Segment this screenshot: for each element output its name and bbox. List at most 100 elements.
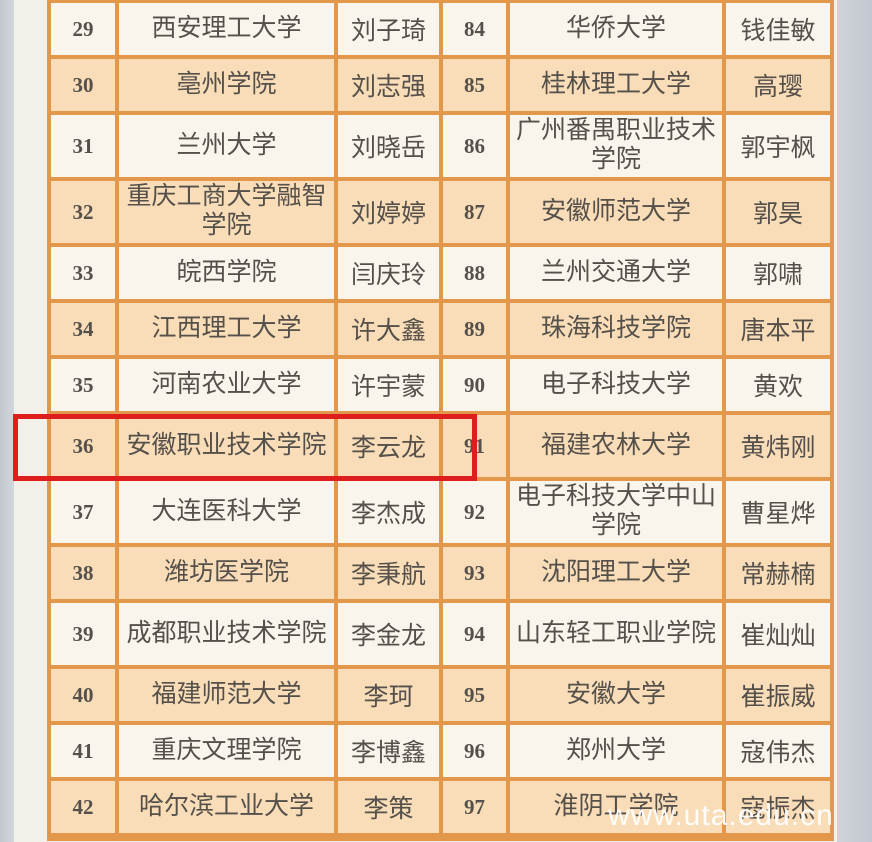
name-cell: 许宇蒙	[334, 355, 443, 415]
table-row: 29 西安理工大学 刘子琦 84 华侨大学 钱佳敏	[47, 0, 834, 59]
name-cell: 刘婷婷	[334, 177, 443, 247]
school-cell: 广州番禺职业技术学院	[506, 111, 726, 181]
row-number-cell: 90	[439, 355, 510, 415]
name-cell: 黄炜刚	[722, 411, 834, 481]
school-cell: 兰州交通大学	[506, 243, 726, 303]
school-cell	[506, 833, 726, 841]
name-cell: 黄欢	[722, 355, 834, 415]
name-cell: 刘志强	[334, 55, 443, 115]
row-number-cell: 96	[439, 721, 510, 781]
name-cell: 曹星烨	[722, 477, 834, 547]
row-number-cell: 95	[439, 665, 510, 725]
school-cell: 山东轻工职业学院	[506, 599, 726, 669]
row-number-cell: 31	[47, 111, 119, 181]
row-number-cell: 33	[47, 243, 119, 303]
school-cell: 河南农业大学	[115, 355, 338, 415]
row-number-cell	[47, 833, 119, 841]
school-cell: 桂林理工大学	[506, 55, 726, 115]
row-number-cell: 38	[47, 543, 119, 603]
school-cell: 西安理工大学	[115, 0, 338, 59]
row-number-cell: 88	[439, 243, 510, 303]
school-cell: 淮阴工学院	[506, 777, 726, 837]
school-cell: 福建师范大学	[115, 665, 338, 725]
school-cell: 江西理工大学	[115, 299, 338, 359]
school-cell: 安徽师范大学	[506, 177, 726, 247]
name-cell: 李云龙	[334, 411, 443, 481]
watermark-text: www.uta.edu.cn	[608, 799, 834, 832]
name-cell: 高璎	[722, 55, 834, 115]
row-number-cell: 89	[439, 299, 510, 359]
row-number-cell: 37	[47, 477, 119, 547]
name-cell: 李秉航	[334, 543, 443, 603]
school-cell: 华侨大学	[506, 0, 726, 59]
row-number-cell: 29	[47, 0, 119, 59]
page-right-gutter	[837, 0, 872, 842]
table-row: 39 成都职业技术学院 李金龙 94 山东轻工职业学院 崔灿灿	[47, 599, 834, 669]
school-cell: 郑州大学	[506, 721, 726, 781]
partial-row-bottom	[47, 833, 834, 841]
row-number-cell: 92	[439, 477, 510, 547]
school-cell: 重庆文理学院	[115, 721, 338, 781]
school-cell: 福建农林大学	[506, 411, 726, 481]
table-row: 34 江西理工大学 许大鑫 89 珠海科技学院 唐本平	[47, 299, 834, 359]
school-cell: 电子科技大学	[506, 355, 726, 415]
table-row: 32 重庆工商大学融智学院 刘婷婷 87 安徽师范大学 郭昊	[47, 177, 834, 247]
name-cell: 刘晓岳	[334, 111, 443, 181]
name-cell: 李珂	[334, 665, 443, 725]
name-cell: 许大鑫	[334, 299, 443, 359]
school-cell: 珠海科技学院	[506, 299, 726, 359]
row-number-cell: 93	[439, 543, 510, 603]
school-cell: 安徽大学	[506, 665, 726, 725]
name-cell: 常赫楠	[722, 543, 834, 603]
table-row: 41 重庆文理学院 李博鑫 96 郑州大学 寇伟杰	[47, 721, 834, 781]
school-cell: 电子科技大学中山学院	[506, 477, 726, 547]
row-number-cell: 84	[439, 0, 510, 59]
name-cell: 李策	[334, 777, 443, 837]
table-row: 38 潍坊医学院 李秉航 93 沈阳理工大学 常赫楠	[47, 543, 834, 603]
school-cell: 亳州学院	[115, 55, 338, 115]
school-cell: 重庆工商大学融智学院	[115, 177, 338, 247]
school-cell: 安徽职业技术学院	[115, 411, 338, 481]
row-number-cell: 85	[439, 55, 510, 115]
name-cell: 郭昊	[722, 177, 834, 247]
table-row: 31 兰州大学 刘晓岳 86 广州番禺职业技术学院 郭宇枫	[47, 111, 834, 181]
page-left-gutter	[0, 0, 14, 842]
school-cell: 哈尔滨工业大学	[115, 777, 338, 837]
row-number-cell: 91	[439, 411, 510, 481]
name-cell: 李博鑫	[334, 721, 443, 781]
table-row: 33 皖西学院 闫庆玲 88 兰州交通大学 郭啸	[47, 243, 834, 303]
row-number-cell: 35	[47, 355, 119, 415]
name-cell: 郭宇枫	[722, 111, 834, 181]
row-number-cell: 86	[439, 111, 510, 181]
row-number-cell: 40	[47, 665, 119, 725]
row-number-cell: 94	[439, 599, 510, 669]
name-cell: 崔振威	[722, 665, 834, 725]
name-cell: 寇伟杰	[722, 721, 834, 781]
name-cell: 崔灿灿	[722, 599, 834, 669]
row-number-cell: 42	[47, 777, 119, 837]
table-row: 35 河南农业大学 许宇蒙 90 电子科技大学 黄欢	[47, 355, 834, 415]
school-cell: 沈阳理工大学	[506, 543, 726, 603]
school-cell: 潍坊医学院	[115, 543, 338, 603]
row-number-cell: 30	[47, 55, 119, 115]
award-roster-table: 29 西安理工大学 刘子琦 84 华侨大学 钱佳敏 30 亳州学院 刘志强 85…	[47, 0, 834, 841]
name-cell	[722, 833, 834, 841]
name-cell: 闫庆玲	[334, 243, 443, 303]
table-row: 42 哈尔滨工业大学 李策 97 淮阴工学院 寇振杰	[47, 777, 834, 837]
row-number-cell: 36	[47, 411, 119, 481]
school-cell: 兰州大学	[115, 111, 338, 181]
table-row: 40 福建师范大学 李珂 95 安徽大学 崔振威	[47, 665, 834, 725]
school-cell: 皖西学院	[115, 243, 338, 303]
row-number-cell: 97	[439, 777, 510, 837]
school-cell: 成都职业技术学院	[115, 599, 338, 669]
school-cell: 大连医科大学	[115, 477, 338, 547]
school-cell	[115, 833, 338, 841]
name-cell: 刘子琦	[334, 0, 443, 59]
name-cell: 李金龙	[334, 599, 443, 669]
row-number-cell: 34	[47, 299, 119, 359]
row-number-cell: 41	[47, 721, 119, 781]
row-number-cell	[439, 833, 510, 841]
name-cell: 寇振杰	[722, 777, 834, 837]
row-number-cell: 87	[439, 177, 510, 247]
